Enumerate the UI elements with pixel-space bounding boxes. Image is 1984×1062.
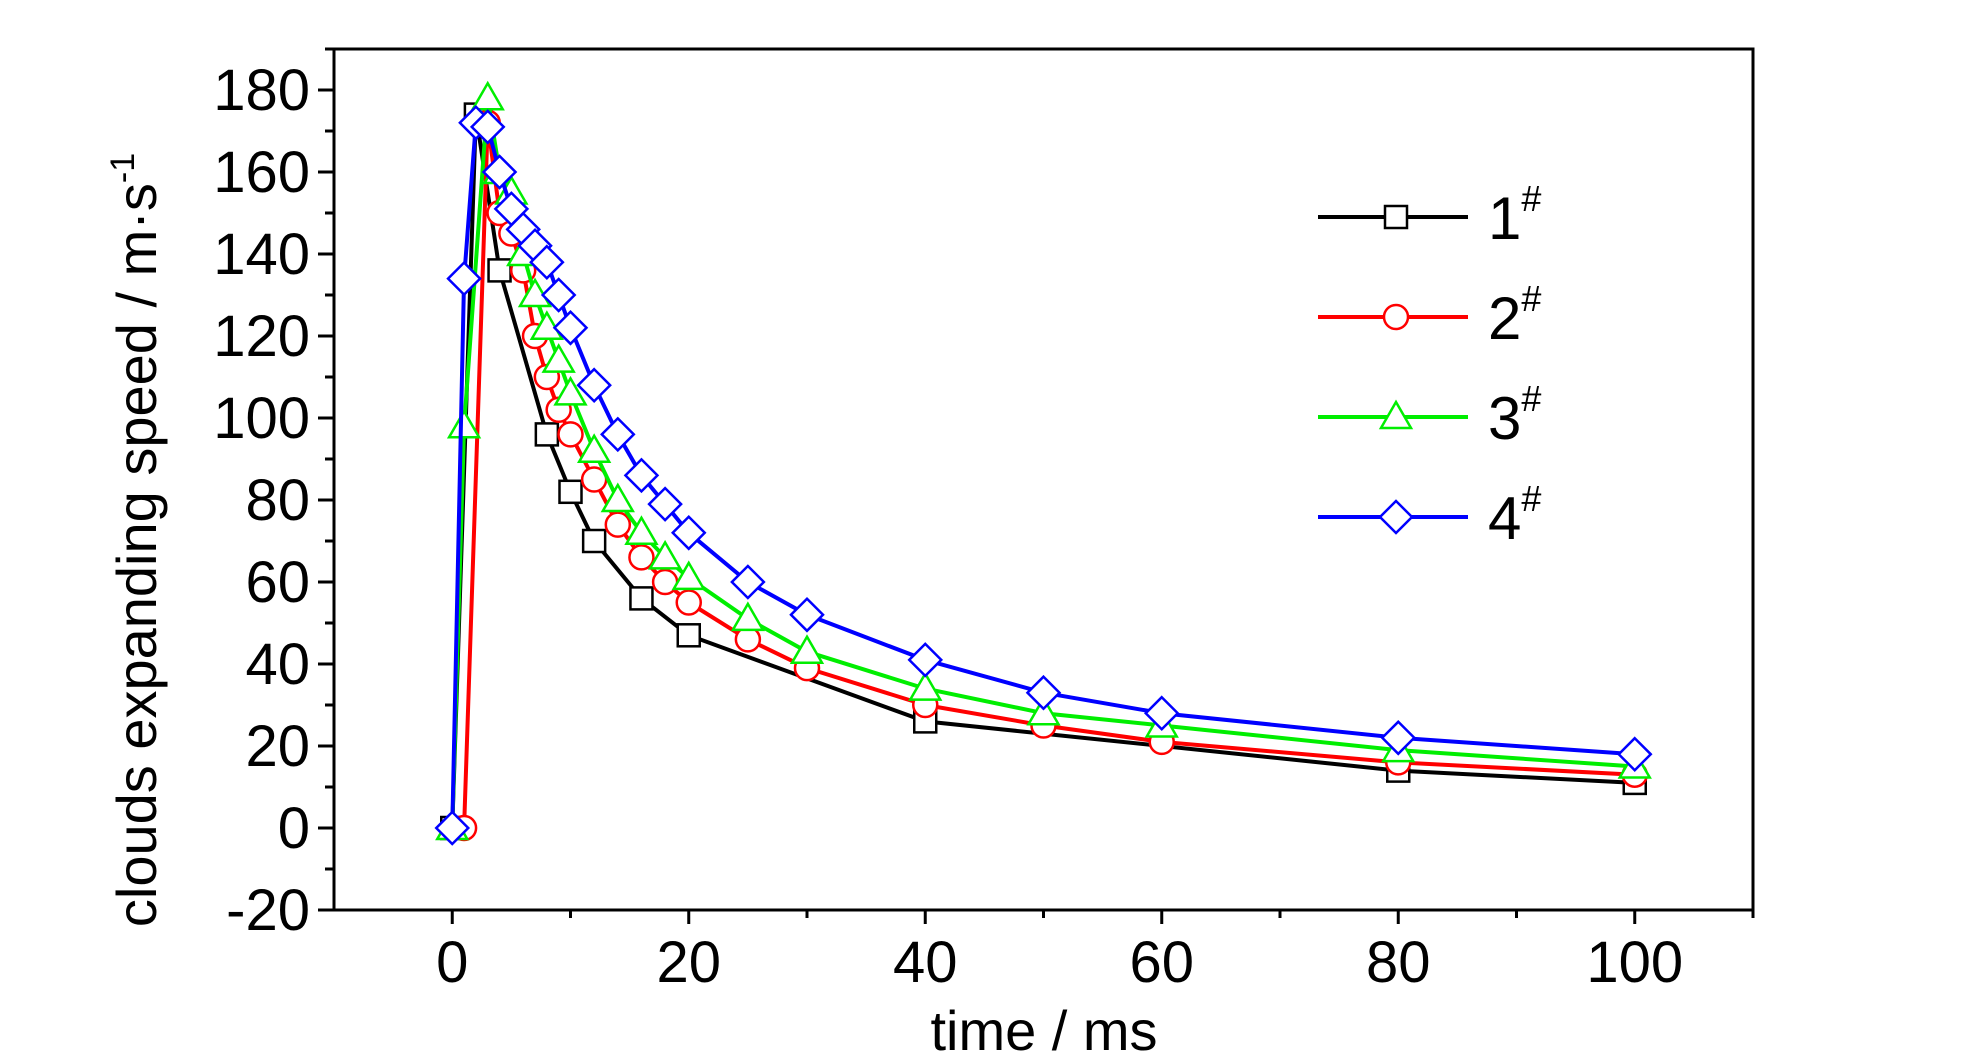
y-tick-label: 80 [245,468,310,533]
data-point [670,515,707,551]
y-tick-label: 100 [213,386,310,451]
legend-label-superscript: # [1521,478,1541,519]
legend-label-superscript: # [1521,278,1541,319]
legend: 1#2#3#4# [1318,178,1541,552]
data-point [604,511,632,538]
legend-item: 2# [1318,278,1541,352]
data-point [789,634,825,664]
y-tick-label: 40 [245,632,310,697]
data-point [789,597,825,633]
data-point [529,244,565,280]
data-point [1616,736,1653,772]
data-point [487,258,512,283]
y-tick-label: 160 [213,140,310,205]
data-point [1026,695,1061,726]
y-tick-label: 140 [213,222,310,287]
data-point [671,560,706,591]
data-point [553,375,588,406]
legend-item: 3# [1318,378,1541,452]
data-point [1380,720,1417,756]
data-point [552,310,589,346]
axes: 0 20 40 60 80 100 -20 0 20 40 60 80 100 120 140 160 180 [213,47,1755,995]
x-axis-title: time / ms [930,999,1157,1062]
data-point [730,564,766,600]
data-point [628,544,655,571]
legend-label-text: 1 [1488,185,1521,252]
legend-item: 4# [1318,478,1541,552]
legend-label: 3# [1488,378,1541,452]
data-point [534,422,560,447]
data-point [541,343,576,373]
data-point [624,515,659,546]
y-tick-label: 60 [245,550,310,615]
legend-label: 1# [1488,178,1541,252]
data-point [675,589,702,616]
data-point [446,260,482,297]
legend-marker [1378,399,1414,430]
data-point [907,642,944,678]
y-tick-label: 0 [278,796,310,861]
series-layer [434,80,1653,846]
y-tick-label: 180 [213,58,310,123]
x-tick-label: 40 [893,930,958,995]
data-point [558,479,583,505]
legend-label-text: 4 [1488,485,1521,552]
data-point [647,539,683,570]
data-point [469,109,506,145]
data-point [517,277,553,308]
data-point [647,486,683,522]
legend-marker [1383,204,1409,230]
data-point [908,671,943,701]
x-tick-label: 0 [436,930,468,995]
data-point [600,416,636,453]
x-tick-label: 20 [656,930,721,995]
legend-label: 2# [1488,278,1541,352]
x-tick-label: 80 [1366,930,1431,995]
y-tick-label: 20 [245,714,310,779]
y-tick-label: 120 [213,304,310,369]
data-point [651,568,679,596]
data-point [576,433,612,464]
series-4 [434,105,1653,846]
data-point [481,154,518,190]
legend-item: 1# [1318,178,1541,252]
data-point [1025,674,1062,711]
data-point [623,457,660,494]
data-point [529,310,565,341]
data-point [1143,695,1180,731]
y-axis-title-superscript: -1 [104,153,142,183]
y-axis-title: clouds expanding speed / m·s-1 [104,153,168,927]
legend-label-text: 2 [1488,285,1521,352]
legend-label-superscript: # [1521,378,1541,419]
x-tick-label: 60 [1129,930,1194,995]
data-point [676,623,701,648]
data-point [629,586,654,611]
x-tick-label: 100 [1586,930,1683,995]
data-point [540,277,577,313]
data-point [446,408,482,439]
data-point [730,601,766,632]
data-point [576,367,612,403]
data-point [470,80,505,111]
y-tick-label: -20 [226,878,310,943]
legend-marker [1382,303,1410,331]
data-point [600,482,635,513]
y-axis-title-text: clouds expanding speed / m·s [105,183,168,927]
legend-label: 4# [1488,478,1541,552]
legend-marker [1378,499,1414,535]
legend-label-text: 3 [1488,385,1521,452]
legend-label-superscript: # [1521,178,1541,219]
data-point [557,421,584,448]
data-point [434,810,471,846]
data-point [581,528,607,554]
